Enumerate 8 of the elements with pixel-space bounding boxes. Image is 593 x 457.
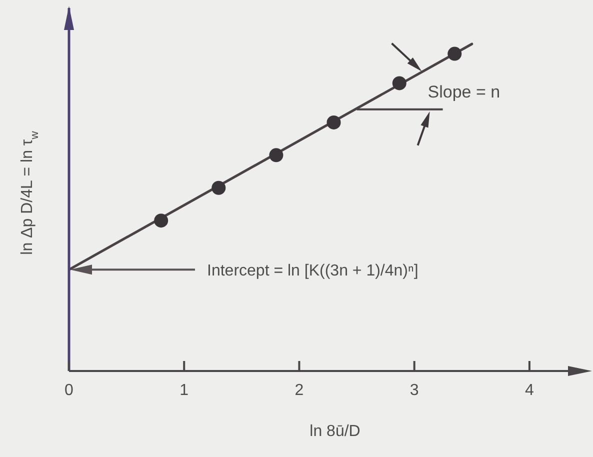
x-tick-label: 1 [180, 382, 189, 399]
x-tick-label: 3 [410, 382, 419, 399]
annotation: Slope = n [428, 82, 500, 102]
x-axis-title: ln 8ū/D [310, 423, 360, 440]
x-tick-label: 4 [524, 382, 534, 399]
annotation: Intercept = ln [K((3n + 1)/4n)ⁿ] [207, 262, 418, 280]
x-tick-label: 0 [64, 382, 74, 399]
x-tick-label: 2 [294, 382, 304, 399]
